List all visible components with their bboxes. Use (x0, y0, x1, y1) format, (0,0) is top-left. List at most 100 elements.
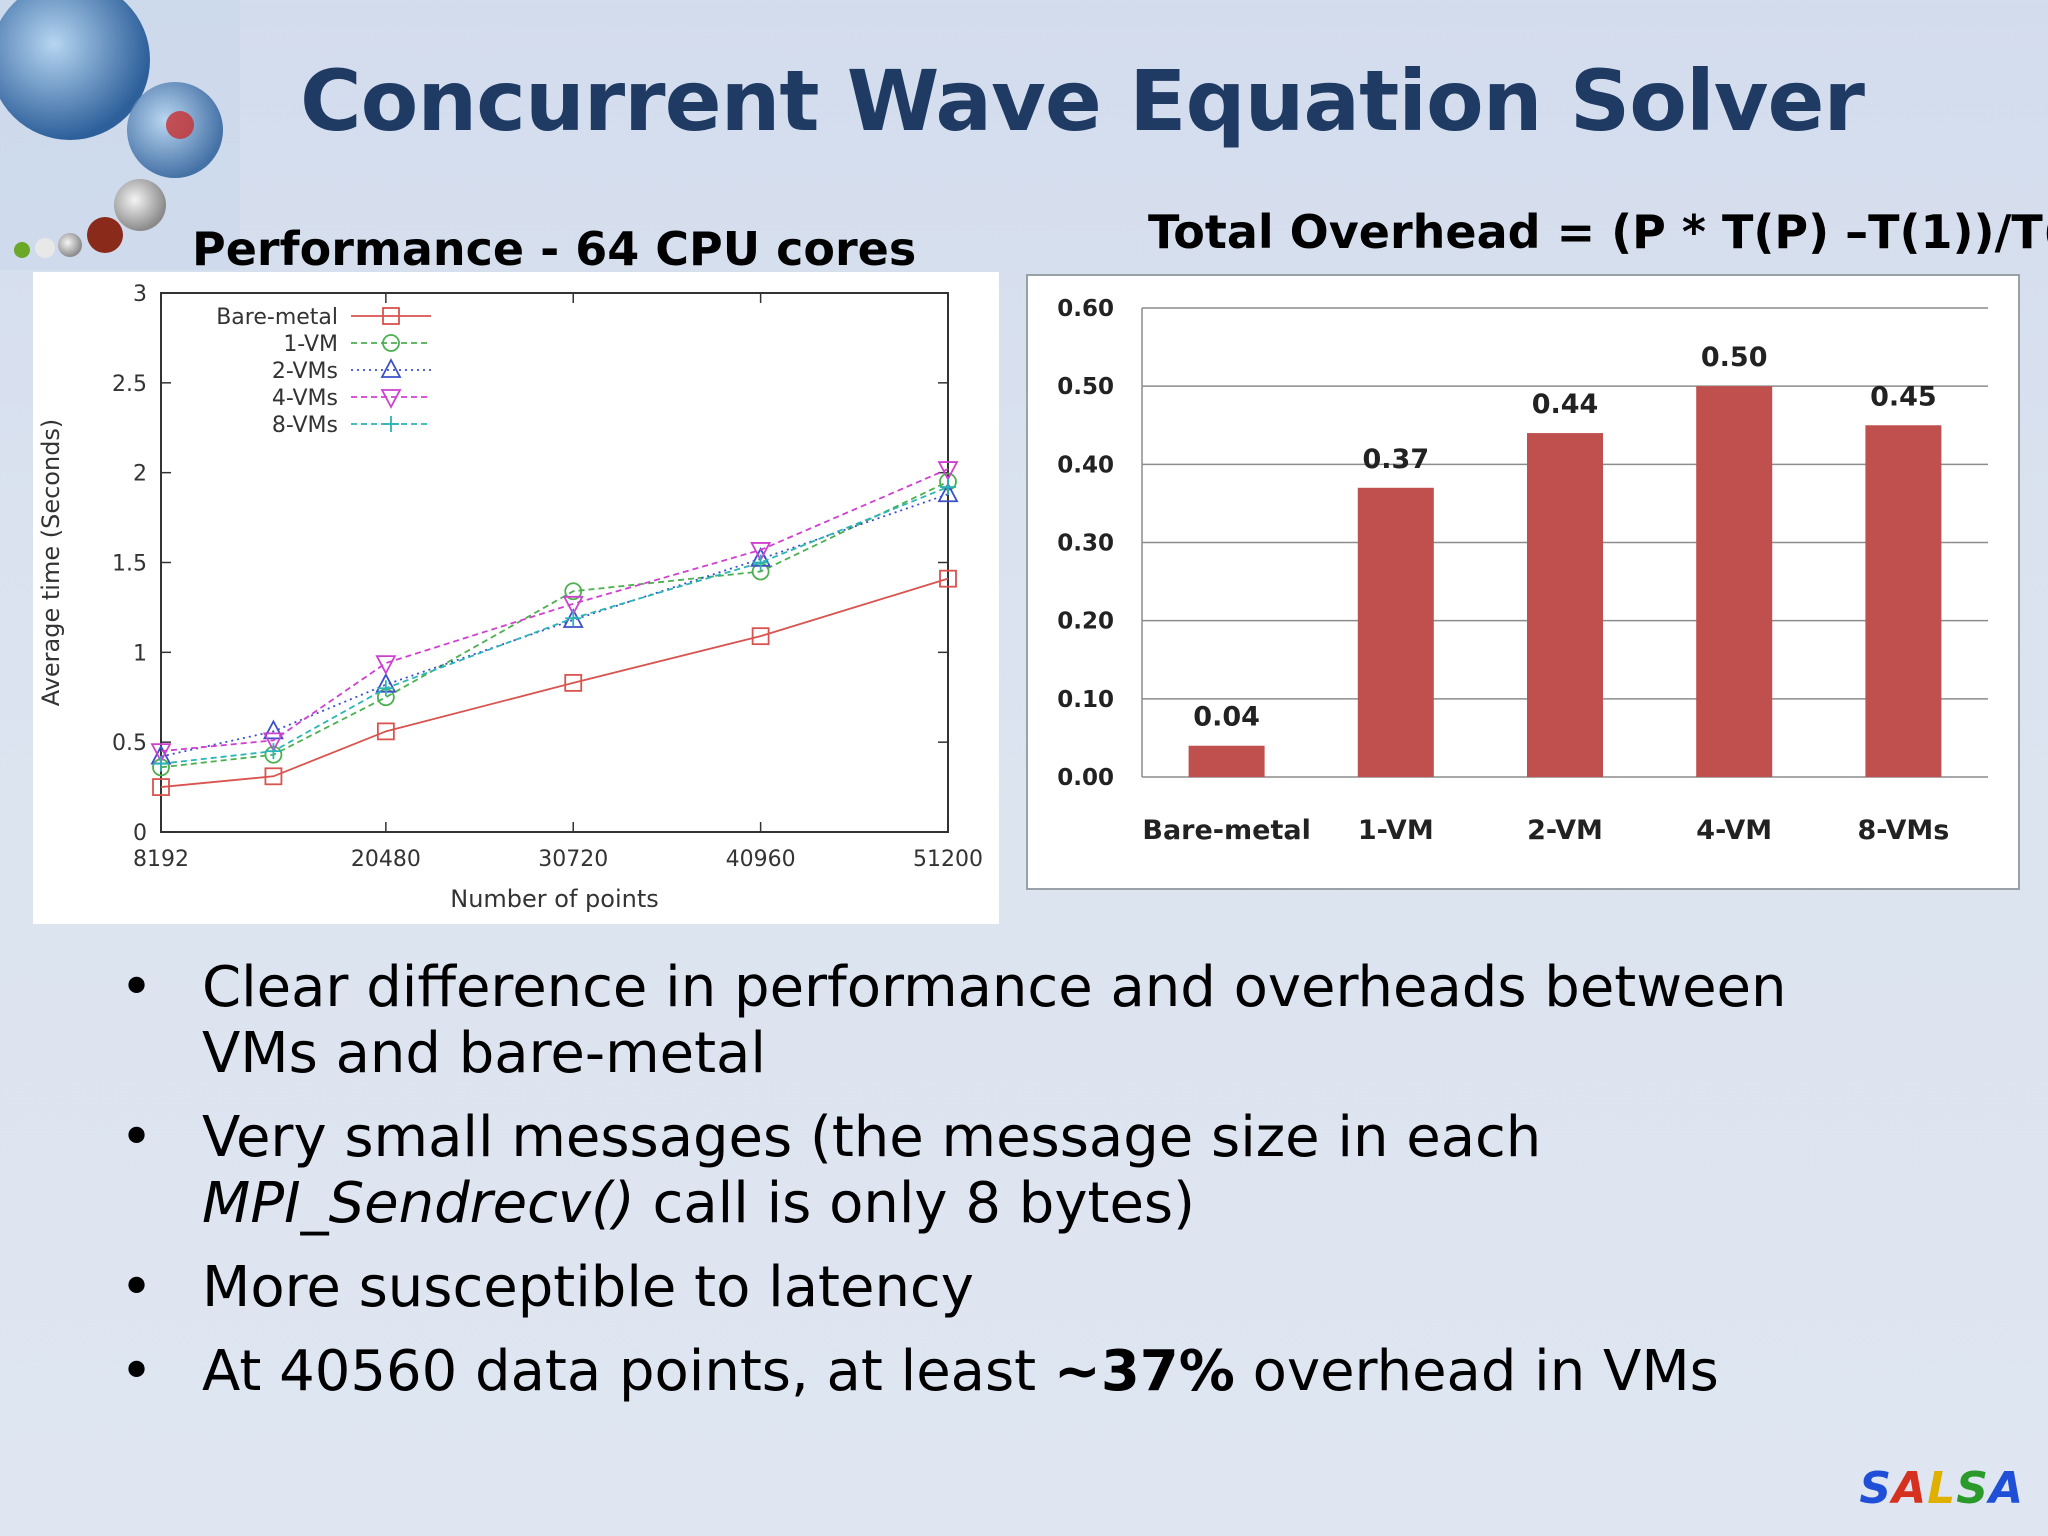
bar-value-label: 0.04 (1193, 702, 1260, 733)
series-4-vms (150, 461, 959, 764)
bar-value-label: 0.50 (1701, 342, 1768, 373)
logo-letter: S (1859, 1463, 1893, 1514)
bar-2-vm (1527, 433, 1603, 777)
bar-4-vm (1696, 386, 1773, 777)
category-label: Bare-metal (1142, 815, 1310, 846)
data-point (380, 389, 402, 409)
data-point (937, 482, 959, 503)
y-tick-label: 0.00 (1057, 765, 1114, 791)
category-label: 4-VM (1696, 815, 1772, 846)
x-tick-label: 40960 (726, 847, 796, 872)
x-tick-label: 20480 (351, 847, 421, 872)
series-line (160, 468, 949, 753)
y-tick-label: 0.50 (1057, 374, 1114, 400)
y-tick-label: 0.20 (1057, 609, 1114, 635)
data-point (265, 743, 282, 760)
data-point (937, 461, 959, 481)
data-point (377, 680, 394, 697)
overhead-heading: Total Overhead = (P * T(P) –T(1))/T(1) (1148, 205, 2048, 259)
logo-letter: A (1988, 1463, 2024, 1514)
performance-heading: Performance - 64 CPU cores (192, 222, 917, 276)
x-axis-label: Number of points (450, 885, 659, 913)
salsa-logo: SALSA (1859, 1463, 2024, 1514)
y-tick-label: 0.30 (1057, 531, 1114, 557)
data-point (382, 334, 400, 352)
logo-letter: L (1927, 1463, 1957, 1514)
bullet-text: Clear difference in performance and over… (202, 955, 1787, 1086)
data-point (376, 722, 395, 741)
data-point (380, 358, 402, 378)
series-line (160, 577, 949, 788)
slide-title: Concurrent Wave Equation Solver (300, 52, 1865, 150)
category-label: 1-VM (1358, 815, 1434, 846)
bullet-item: Clear difference in performance and over… (120, 955, 1920, 1087)
data-point (565, 610, 582, 627)
bar-value-label: 0.44 (1532, 389, 1599, 420)
bullet-text: ~37% (1053, 1339, 1235, 1404)
logo-letter: S (1956, 1463, 1989, 1514)
bullet-item: Very small messages (the message size in… (120, 1105, 1920, 1237)
overhead-bar-chart: 0.00 0.10 0.20 0.30 0.40 0.50 0.60 0.04 Bare-met… (1026, 274, 2020, 890)
series-line (160, 486, 949, 765)
data-point (375, 655, 397, 676)
bar-1-vm (1357, 487, 1434, 777)
y-tick-label: 0.10 (1057, 687, 1114, 713)
legend-label: Bare-metal (216, 305, 338, 330)
data-point (264, 767, 283, 786)
y-tick-label: 1 (133, 641, 147, 666)
bullet-item: At 40560 data points, at least ~37% over… (120, 1339, 1920, 1405)
x-tick-label: 8192 (133, 847, 189, 872)
bullet-list: Clear difference in performance and over… (120, 955, 1920, 1423)
y-tick-label: 0.60 (1057, 296, 1114, 322)
bar-8-vms (1865, 425, 1942, 777)
legend-label: 4-VMs (272, 386, 338, 411)
y-tick-label: 0 (133, 821, 147, 846)
category-label: 2-VM (1527, 815, 1603, 846)
data-point (153, 755, 169, 772)
bar-bare-metal (1188, 745, 1265, 777)
data-point (262, 719, 284, 740)
y-tick-label: 1.5 (112, 552, 147, 577)
legend-label: 2-VMs (272, 359, 338, 384)
y-tick-label: 2.5 (112, 372, 147, 397)
logo-letter: A (1892, 1463, 1928, 1514)
data-point (750, 542, 772, 562)
series-8-vms (153, 479, 956, 772)
data-point (382, 307, 400, 325)
bullet-text: MPI_Sendrecv() (202, 1171, 635, 1236)
data-point (564, 582, 583, 601)
bullet-text: More susceptible to latency (202, 1255, 974, 1320)
bullet-item: More susceptible to latency (120, 1255, 1920, 1321)
data-point (752, 554, 769, 571)
bullet-text: call is only 8 bytes) (634, 1171, 1195, 1236)
series-bare-metal (152, 569, 957, 796)
y-tick-label: 0.5 (112, 731, 147, 756)
data-point (152, 778, 170, 796)
bar-value-label: 0.45 (1870, 381, 1937, 412)
data-point (751, 627, 770, 646)
x-tick-label: 30720 (538, 847, 608, 872)
y-tick-label: 2 (133, 462, 147, 487)
x-tick-label: 51200 (913, 847, 983, 872)
y-tick-label: 3 (133, 282, 147, 307)
data-point (383, 416, 399, 432)
data-point (939, 569, 957, 588)
y-axis-label: Average time (Seconds) (37, 419, 65, 707)
series-line (160, 480, 949, 769)
performance-line-chart-svg: 0 0.5 1 1.5 2 2.5 3 8192 20480 30720 40960 51200 Num… (37, 282, 983, 913)
legend-label: 1-VM (283, 332, 338, 357)
data-point (150, 743, 172, 764)
bullet-text: At 40560 data points, at least (202, 1339, 1054, 1404)
data-point (562, 595, 584, 616)
performance-line-chart: 0 0.5 1 1.5 2 2.5 3 8192 20480 30720 40960 51200 Num… (33, 272, 999, 924)
corner-decoration (0, 0, 240, 270)
legend-label: 8-VMs (272, 413, 338, 438)
overhead-bar-chart-svg: 0.00 0.10 0.20 0.30 0.40 0.50 0.60 0.04 Bare-met… (1057, 296, 1988, 846)
bullet-text: overhead in VMs (1234, 1339, 1719, 1404)
y-tick-label: 0.40 (1057, 452, 1114, 478)
data-point (940, 479, 956, 496)
category-label: 8-VMs (1857, 815, 1949, 846)
data-point (262, 732, 284, 753)
data-point (564, 673, 583, 692)
bar-value-label: 0.37 (1362, 444, 1429, 475)
